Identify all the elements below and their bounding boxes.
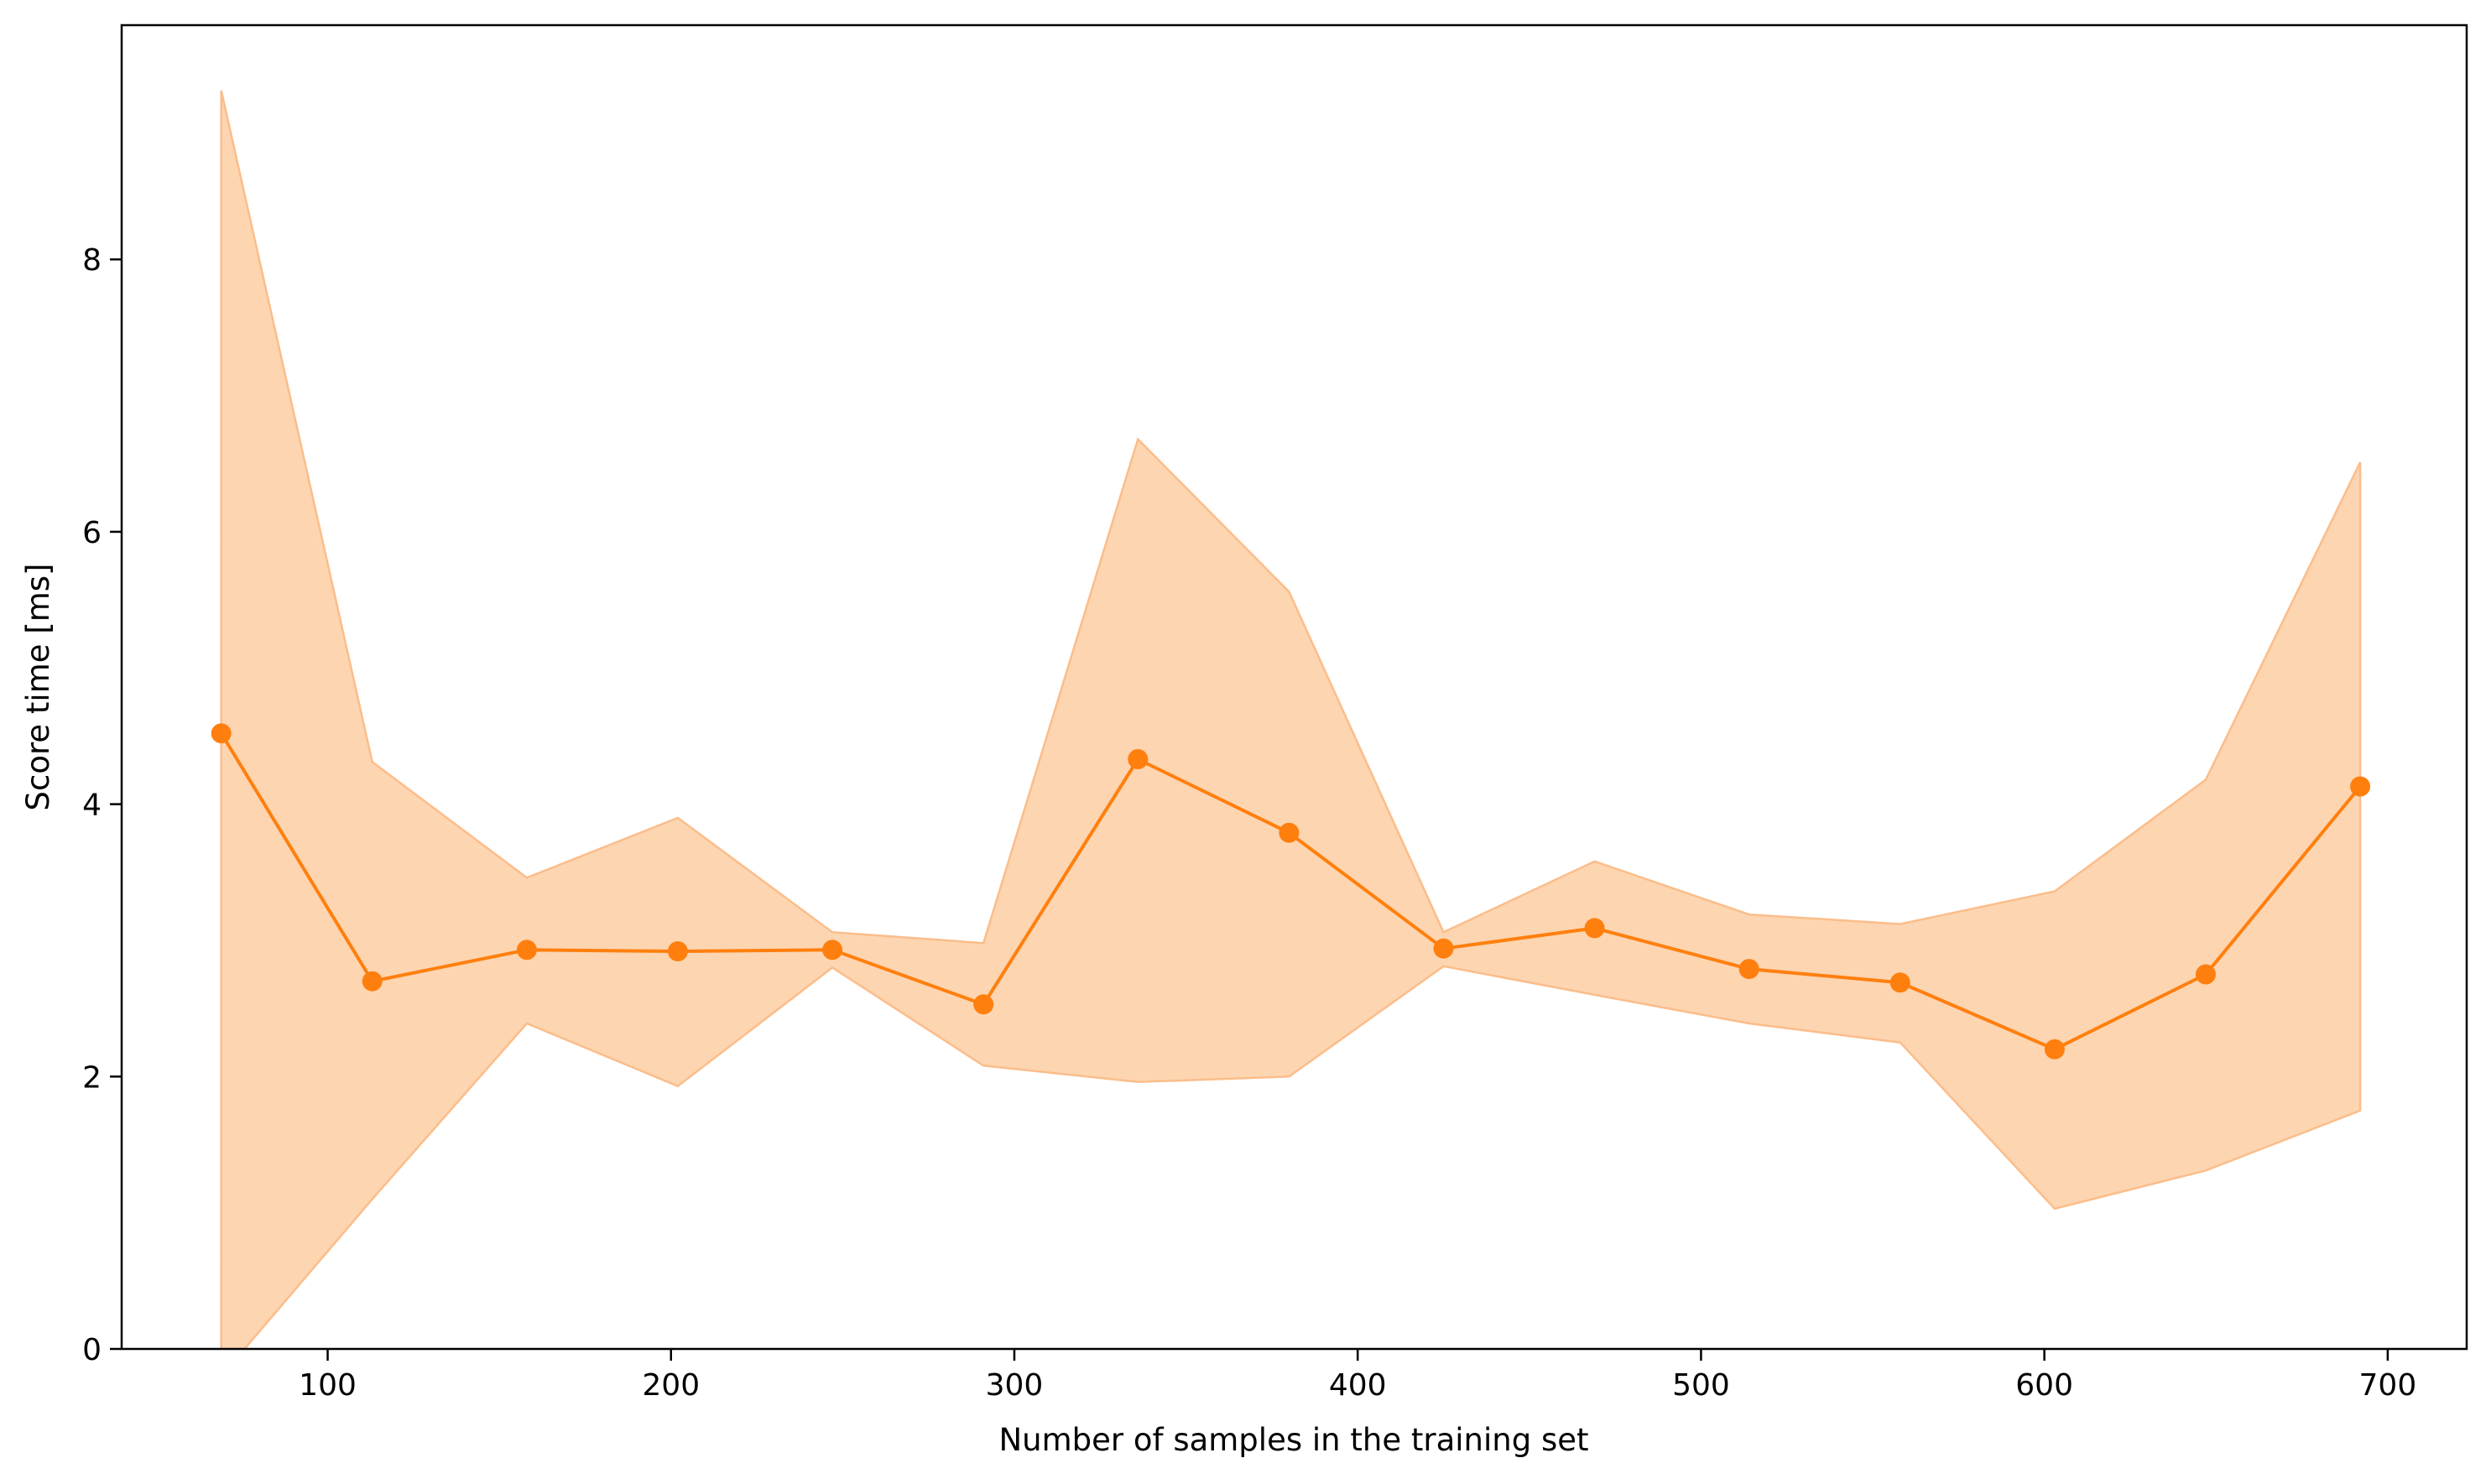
y-tick-label-0: 0	[82, 1333, 102, 1367]
data-point-647	[2196, 964, 2216, 985]
y-tick-label-2: 2	[82, 1060, 102, 1095]
x-tick-label-300: 300	[986, 1368, 1044, 1403]
y-tick-label-8: 8	[82, 243, 102, 278]
series-0-std-band	[220, 90, 2362, 1349]
x-tick-label-500: 500	[1672, 1368, 1730, 1403]
y-tick-label-6: 6	[82, 516, 102, 550]
y-axis-label: Score time [ms]	[20, 564, 56, 811]
x-tick-label-400: 400	[1329, 1368, 1387, 1403]
data-point-380	[1279, 822, 1300, 843]
data-point-692	[2350, 776, 2371, 797]
data-point-69	[211, 723, 232, 744]
data-point-558	[1889, 972, 1910, 993]
data-point-425	[1433, 938, 1454, 959]
data-point-336	[1128, 749, 1149, 769]
data-point-469	[1584, 918, 1605, 939]
data-point-202	[667, 941, 688, 961]
data-point-113	[362, 971, 383, 992]
data-point-514	[1738, 959, 1759, 980]
x-tick-label-700: 700	[2359, 1368, 2417, 1403]
data-point-603	[2044, 1039, 2065, 1060]
data-point-291	[973, 994, 994, 1015]
x-tick-label-600: 600	[2015, 1368, 2073, 1403]
y-tick-label-4: 4	[82, 789, 102, 823]
data-point-158	[516, 940, 537, 961]
x-tick-label-200: 200	[642, 1368, 700, 1403]
x-axis-label: Number of samples in the training set	[999, 1422, 1589, 1458]
plot-frame	[120, 23, 2468, 1351]
data-point-247	[822, 940, 843, 961]
x-tick-label-100: 100	[299, 1368, 357, 1403]
